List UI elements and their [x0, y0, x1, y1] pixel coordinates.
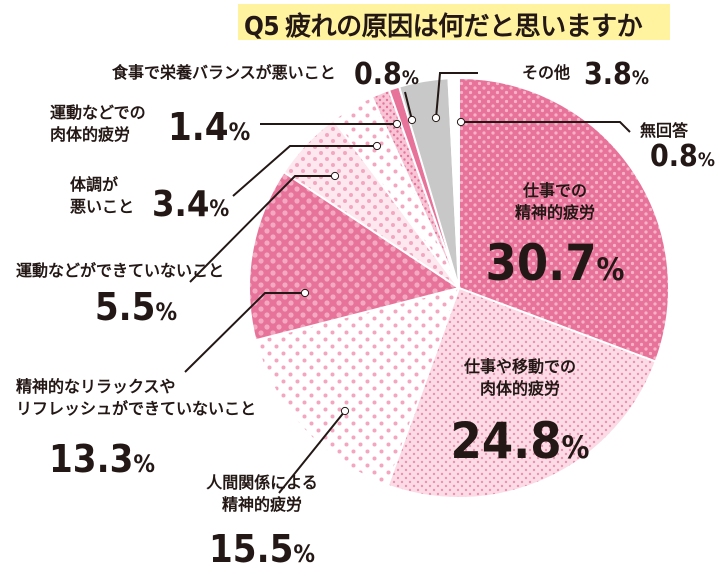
question-text: 疲れの原因は何だと思いますか	[285, 12, 643, 42]
value-label: 3.8%	[584, 57, 649, 92]
category-label: 悪いこと	[70, 197, 134, 216]
leader-dot	[340, 406, 350, 416]
slice-job-mental-stress	[458, 76, 670, 363]
category-label: 仕事での	[522, 181, 587, 200]
label-no-exercise: 運動などができていないこと 5.5%	[16, 261, 224, 329]
value-label: 1.4%	[168, 105, 250, 149]
category-label: 精神的疲労	[515, 203, 595, 222]
value-label: 3.4%	[152, 184, 229, 225]
leader-line	[189, 175, 335, 283]
category-label: 運動などができていないこと	[16, 261, 224, 280]
category-label: 肉体的疲労	[480, 379, 560, 398]
chart-title: Q5 疲れの原因は何だと思いますか	[244, 6, 643, 43]
category-label: 精神的疲労	[222, 495, 302, 514]
value-label: 13.3%	[49, 437, 155, 481]
category-label: 運動などでの	[50, 103, 146, 122]
title-highlight	[238, 4, 670, 40]
value-label: 24.8%	[451, 412, 590, 470]
leader-dot	[407, 115, 417, 125]
category-label: 仕事や移動での	[463, 357, 576, 376]
category-label: 人間関係による	[206, 473, 318, 492]
category-label: 無回答	[640, 121, 689, 140]
category-label: 食事で栄養バランスが悪いこと	[111, 63, 336, 82]
category-label: 肉体的疲労	[50, 125, 130, 144]
leader-dot	[300, 288, 310, 298]
category-label: リフレッシュができていないこと	[16, 399, 256, 418]
leader-dot	[456, 117, 466, 127]
value-label: 5.5%	[95, 285, 177, 329]
leader-line	[184, 292, 305, 373]
category-label: その他	[522, 63, 570, 82]
category-label: 体調が	[70, 175, 118, 194]
leader-dot	[431, 113, 441, 123]
leader-dot	[392, 119, 402, 129]
slice-no-answer	[447, 76, 460, 289]
leader-line	[461, 121, 631, 133]
value-label: 15.5%	[209, 527, 315, 571]
leader-line	[404, 91, 413, 121]
leader-line	[232, 145, 377, 197]
question-number: Q5	[244, 12, 280, 42]
leader-dot	[330, 171, 340, 181]
label-poor-diet: 食事で栄養バランスが悪いこと 0.8%	[111, 57, 419, 92]
value-label: 0.8%	[650, 139, 715, 174]
label-other: その他 3.8%	[522, 57, 649, 92]
leader-line	[278, 410, 346, 494]
slice-job-commute-physical	[386, 286, 657, 499]
leader-line	[435, 72, 478, 119]
slice-no-relaxation	[248, 170, 462, 342]
leader-dot	[372, 141, 382, 151]
value-label: 0.8%	[354, 57, 419, 92]
value-label: 30.7%	[486, 234, 625, 292]
slice-relationship-stress	[254, 286, 461, 487]
category-label: 精神的なリラックスや	[16, 377, 176, 396]
